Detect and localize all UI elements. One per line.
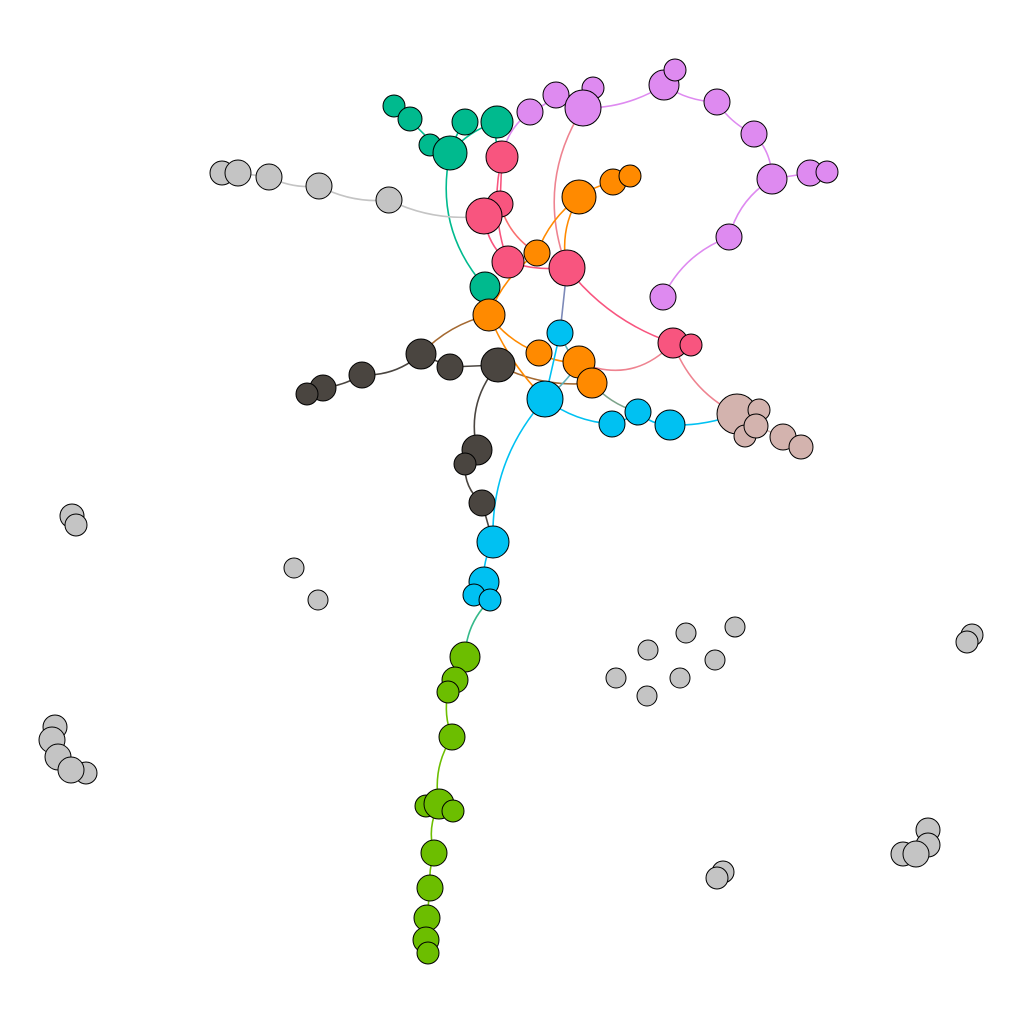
graph-node-green [441, 799, 465, 823]
graph-node-green [438, 723, 466, 751]
graph-node-violet [715, 223, 743, 251]
graph-node-teal [451, 108, 479, 136]
graph-node-pink [485, 140, 519, 174]
graph-edge [553, 107, 584, 269]
graph-node-dark [468, 489, 496, 517]
graph-node-gray [375, 186, 403, 214]
graph-node-gray [64, 513, 88, 537]
graph-node-green [416, 941, 440, 965]
graph-node-cyan [654, 409, 686, 441]
graph-node-gray [255, 163, 283, 191]
graph-node-violet [663, 58, 687, 82]
graph-node-pink [679, 333, 703, 357]
graph-node-cyan [598, 410, 626, 438]
graph-node-violet [756, 163, 788, 195]
graph-node-teal [432, 135, 468, 171]
graph-node-violet [649, 283, 677, 311]
graph-node-gray [675, 622, 697, 644]
graph-node-dark [436, 353, 464, 381]
graph-edge [492, 398, 546, 543]
graph-node-rose [743, 413, 769, 439]
graph-node-cyan [476, 525, 510, 559]
graph-node-orange [576, 367, 608, 399]
graph-node-green [436, 680, 460, 704]
graph-node-orange [618, 164, 642, 188]
graph-node-dark [480, 347, 516, 383]
graph-node-gray [724, 616, 746, 638]
graph-node-rose [788, 434, 814, 460]
graph-node-gray [57, 756, 85, 784]
graph-node-gray [305, 172, 333, 200]
graph-node-gray [224, 159, 252, 187]
graph-node-violet [564, 89, 602, 127]
graph-node-dark [295, 382, 319, 406]
graph-node-gray [955, 630, 979, 654]
graph-node-dark [348, 361, 376, 389]
graph-node-teal [382, 94, 406, 118]
graph-node-gray [704, 649, 726, 671]
graph-node-gray [636, 685, 658, 707]
graph-node-pink [548, 249, 586, 287]
node-layer [38, 58, 984, 965]
graph-node-orange [561, 179, 597, 215]
graph-node-pink [465, 197, 503, 235]
graph-node-cyan [546, 319, 574, 347]
graph-node-teal [480, 105, 514, 139]
graph-node-gray [283, 557, 305, 579]
graph-node-violet [703, 88, 731, 116]
graph-node-teal [397, 106, 423, 132]
graph-node-gray [307, 589, 329, 611]
graph-node-dark [453, 452, 477, 476]
graph-node-green [420, 839, 448, 867]
graph-node-violet [542, 81, 570, 109]
graph-node-orange [472, 298, 506, 332]
graph-node-pink [491, 245, 525, 279]
graph-node-orange [523, 239, 551, 267]
graph-node-green [416, 874, 444, 902]
graph-node-gray [605, 667, 627, 689]
graph-node-cyan [478, 588, 502, 612]
graph-node-cyan [624, 398, 652, 426]
graph-node-violet [740, 120, 768, 148]
graph-node-gray [705, 866, 729, 890]
graph-node-gray [902, 840, 930, 868]
graph-node-cyan [526, 380, 564, 418]
graph-node-orange [525, 339, 553, 367]
graph-node-teal [469, 271, 501, 303]
graph-node-violet [815, 160, 839, 184]
graph-node-dark [405, 338, 437, 370]
graph-node-gray [637, 639, 659, 661]
graph-node-violet [516, 98, 544, 126]
graph-node-gray [669, 667, 691, 689]
